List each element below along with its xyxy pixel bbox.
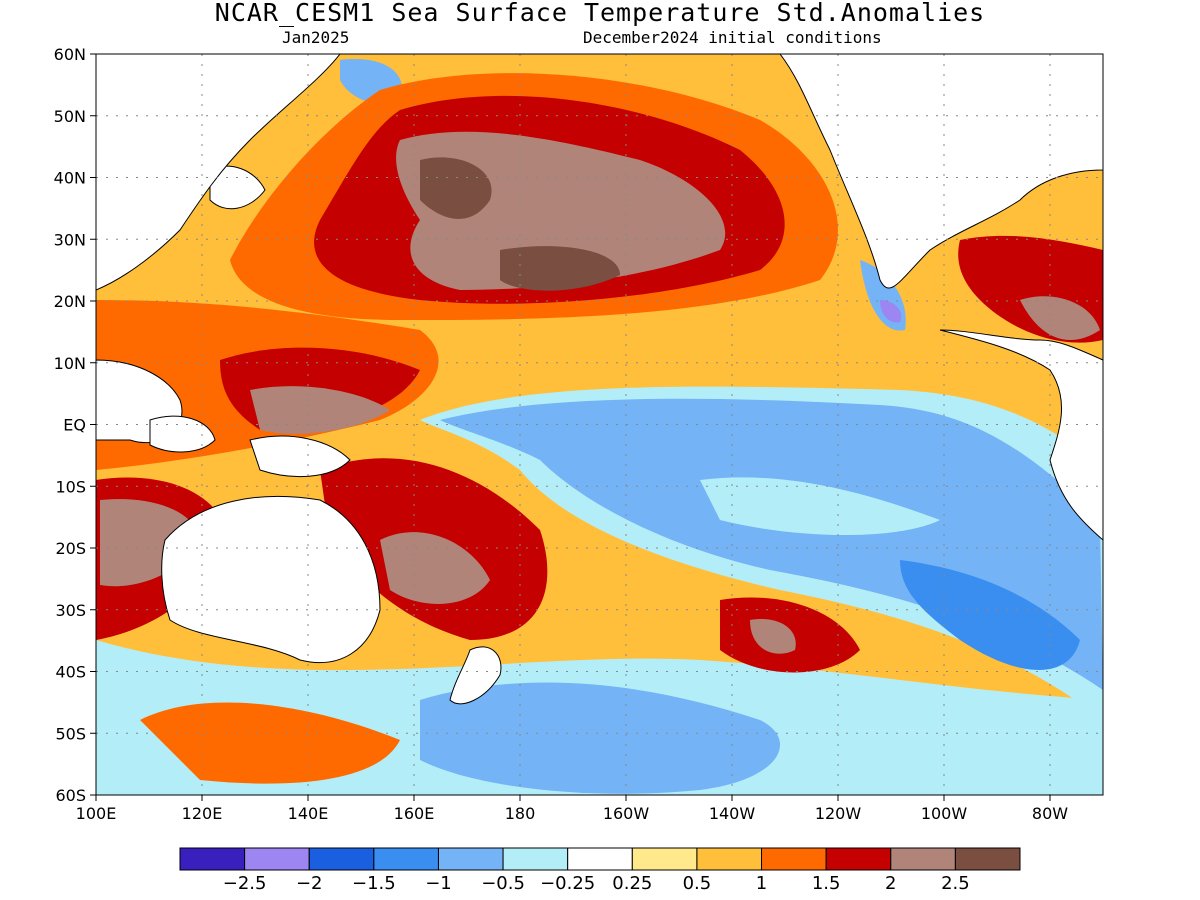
init-conditions-label: December2024 initial conditions (583, 28, 882, 47)
lat-tick-label: 40S (55, 663, 86, 682)
asia-land (96, 54, 341, 291)
colorbar-label: −2.5 (223, 873, 267, 894)
mexico-cool-core (880, 300, 902, 323)
south-cool-patch (420, 682, 780, 794)
lat-tick-label: 10S (55, 477, 86, 496)
colorbar-swatch (437, 847, 504, 871)
lon-tick-label: 160E (394, 804, 435, 823)
australia-land (161, 495, 381, 664)
chart-title: NCAR_CESM1 Sea Surface Temperature Std.A… (214, 0, 986, 27)
lon-tick-label: 140W (709, 804, 756, 823)
colorbar: −2.5 −2 −1.5 −1 −0.5 −0.25 0.25 0.5 1 1.5 2 2.5 (179, 847, 1021, 894)
colorbar-swatch (567, 847, 633, 871)
lat-tick-label: 50N (54, 107, 86, 126)
colorbar-swatch (954, 847, 1021, 871)
lat-tick-label: 10N (54, 354, 86, 373)
lon-tick-label: 120W (815, 804, 862, 823)
lon-tick-label: 140E (288, 804, 329, 823)
colorbar-label: −0.25 (540, 873, 595, 894)
lon-tick-label: 100W (921, 804, 968, 823)
cold-tongue-light (700, 477, 940, 535)
north-america-land (779, 54, 1103, 289)
lon-tick-label: 100E (76, 804, 117, 823)
lat-tick-label: 60N (54, 45, 86, 64)
new-guinea-land (249, 435, 351, 478)
peru-cool-core (900, 560, 1080, 670)
south-pacific-extreme (750, 619, 796, 654)
colorbar-swatch (696, 847, 763, 871)
south-warm-patch (140, 702, 400, 784)
colorbar-label: 0.5 (683, 873, 712, 894)
lat-tick-label: EQ (63, 416, 86, 435)
colorbar-label: −0.5 (481, 873, 525, 894)
north-pacific-core-center (500, 246, 620, 291)
lat-tick-label: 20N (54, 292, 86, 311)
colorbar-label: −1 (425, 873, 452, 894)
new-zealand-land (449, 646, 502, 705)
valid-month-label: Jan2025 (282, 28, 350, 47)
colorbar-swatch (890, 847, 956, 871)
colorbar-swatch (179, 847, 246, 871)
colorbar-swatch (631, 847, 698, 871)
warm-pool-extreme (250, 386, 390, 434)
lat-tick-label: 30S (55, 601, 86, 620)
colorbar-label: 2 (885, 873, 896, 894)
colorbar-label: 0.25 (612, 873, 652, 894)
colorbar-label: 1.5 (812, 873, 841, 894)
lat-tick-label: 40N (54, 169, 86, 188)
colorbar-label: 1 (756, 873, 767, 894)
cold-tongue-core (440, 398, 1103, 690)
anomaly-field (96, 54, 1103, 795)
colorbar-swatch (373, 847, 439, 871)
lat-tick-label: 30N (54, 230, 86, 249)
lon-tick-label: 180 (505, 804, 536, 823)
longitude-axis: 100E 120E 140E 160E 180 160W 140W 120W 100W 80W (76, 795, 1068, 823)
lon-tick-label: 120E (182, 804, 223, 823)
caribbean-extreme (1020, 296, 1100, 340)
latitude-axis: 60N 50N 40N 30N 20N 10N EQ 10S 20S 30S 40S 50S 60S (54, 45, 96, 805)
coral-sea-extreme (380, 532, 490, 604)
colorbar-swatch (761, 847, 827, 871)
lon-tick-label: 80W (1032, 804, 1068, 823)
borneo-land (149, 415, 216, 453)
central-south-america-land (939, 329, 1103, 541)
lon-tick-label: 160W (603, 804, 650, 823)
colorbar-swatch (308, 847, 375, 871)
lat-tick-label: 20S (55, 539, 86, 558)
colorbar-label: −2 (296, 873, 323, 894)
lat-tick-label: 50S (55, 724, 86, 743)
north-pacific-core-west (420, 157, 492, 219)
lat-tick-label: 60S (55, 786, 86, 805)
colorbar-swatch (825, 847, 892, 871)
japan-korea-land (209, 165, 266, 210)
colorbar-label: −1.5 (352, 873, 396, 894)
colorbar-swatch (244, 847, 310, 871)
colorbar-label: 2.5 (941, 873, 970, 894)
colorbar-swatch (502, 847, 569, 871)
